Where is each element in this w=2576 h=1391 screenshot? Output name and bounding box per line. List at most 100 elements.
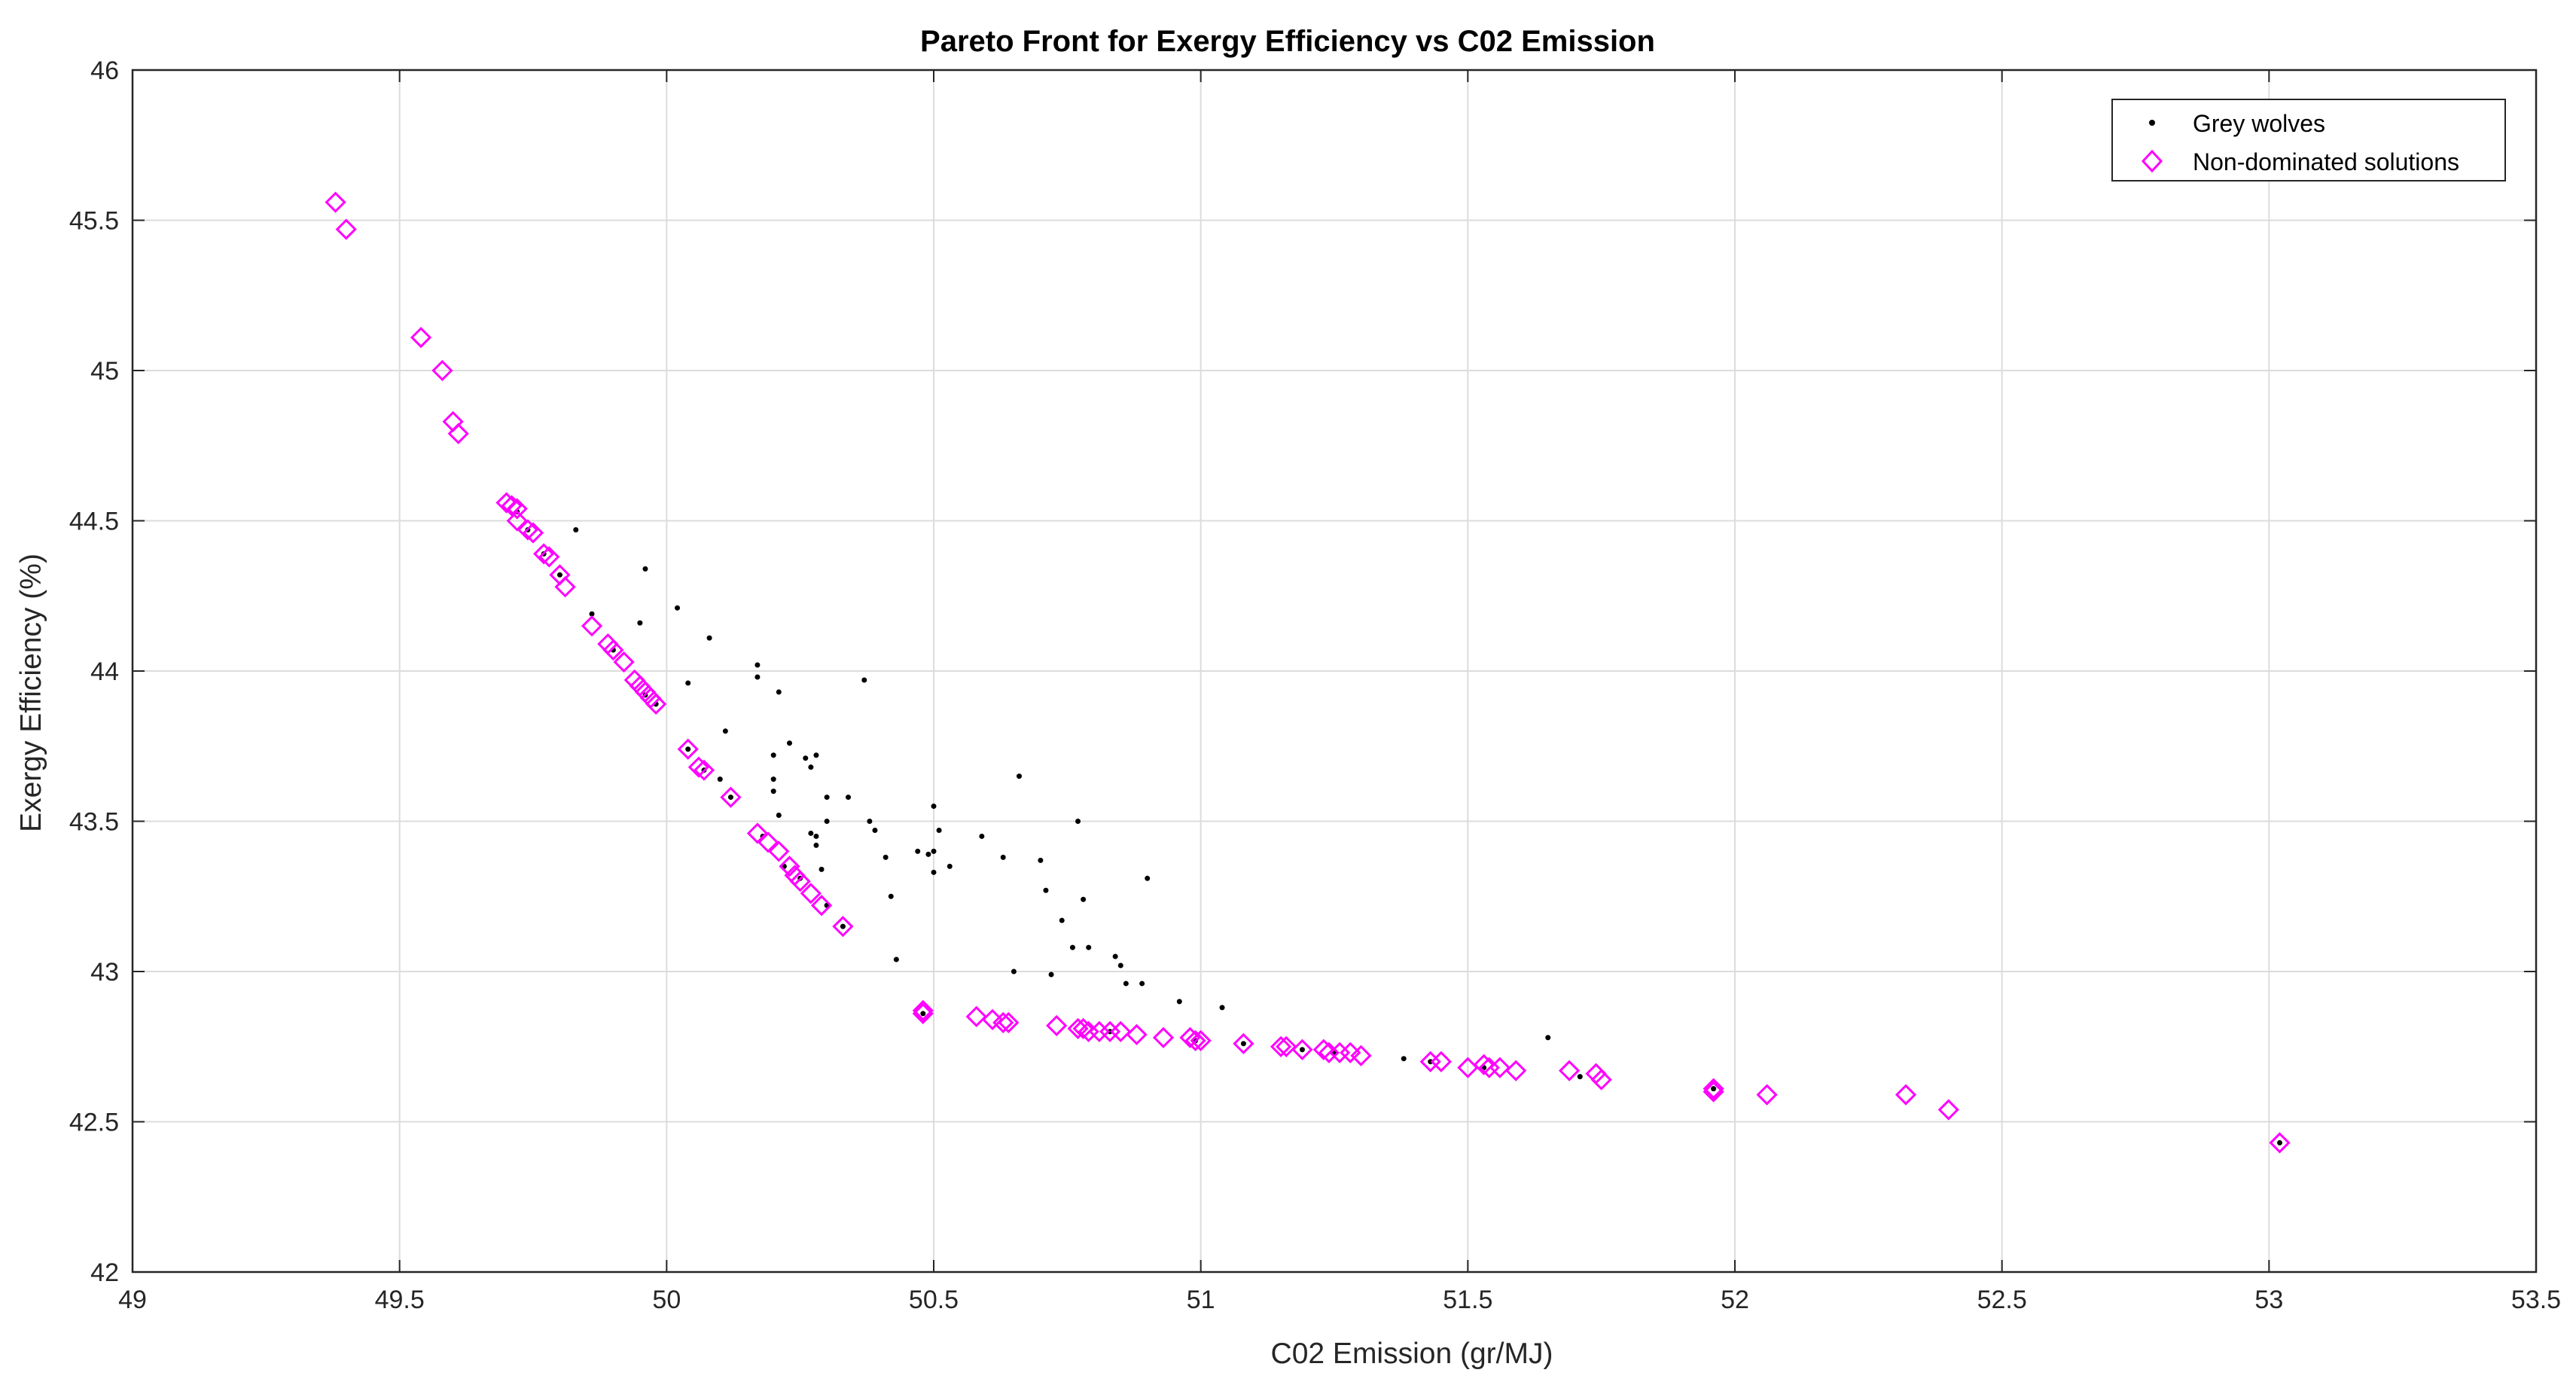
- grey-wolf-point: [770, 752, 776, 758]
- non-dominated-point: [1190, 1030, 1212, 1051]
- y-tick-label: 46: [90, 56, 119, 85]
- x-tick-label: 52: [1721, 1286, 1749, 1314]
- non-dominated-point: [912, 1002, 934, 1024]
- non-dominated-point: [965, 1005, 987, 1027]
- grey-wolf-point: [931, 869, 937, 875]
- grey-wolf-point: [1401, 1056, 1407, 1062]
- grey-wolf-point: [1123, 981, 1129, 987]
- grey-wolf-point: [1219, 1005, 1225, 1011]
- grey-wolf-point: [813, 842, 819, 848]
- non-dominated-point: [1152, 1026, 1175, 1048]
- x-tick-label: 50: [652, 1286, 681, 1314]
- grey-wolf-point: [1081, 896, 1087, 902]
- grey-wolf-point: [813, 752, 819, 758]
- grey-wolf-point: [824, 795, 830, 801]
- non-dominated-point: [1937, 1099, 1959, 1121]
- non-dominated-point: [1276, 1036, 1297, 1057]
- non-dominated-point: [1558, 1060, 1581, 1081]
- grey-wolf-point: [573, 526, 579, 532]
- non-dominated-point: [533, 543, 555, 565]
- grey-wolf-point: [1145, 875, 1151, 881]
- non-dominated-point: [522, 522, 544, 544]
- non-dominated-point: [720, 786, 742, 808]
- grey-wolf-point: [642, 566, 648, 572]
- grey-wolf-point: [776, 813, 782, 819]
- y-tick-label: 43: [90, 958, 119, 987]
- non-dominated-point: [431, 359, 453, 382]
- grey-wolf-point: [786, 740, 792, 746]
- grey-wolf-point: [675, 605, 681, 611]
- x-tick-label: 49.5: [375, 1286, 425, 1314]
- non-dominated-point: [501, 495, 523, 517]
- grey-wolf-point: [727, 795, 733, 801]
- legend-label-non-dominated: Non-dominated solutions: [2193, 148, 2459, 175]
- non-dominated-point: [506, 498, 528, 520]
- non-dominated-point: [613, 651, 635, 673]
- grey-wolf-point: [755, 674, 761, 680]
- x-tick-label: 52.5: [1977, 1286, 2027, 1314]
- non-dominated-point: [1430, 1051, 1452, 1072]
- grey-wolf-point: [1577, 1074, 1583, 1080]
- grey-wolf-point: [819, 866, 825, 872]
- grey-wolf-point: [1139, 981, 1145, 987]
- non-dominated-series: [325, 191, 2291, 1154]
- grey-wolf-point: [813, 833, 819, 839]
- grey-wolf-point: [706, 635, 712, 641]
- grey-wolf-point: [770, 776, 776, 782]
- non-dominated-point: [687, 756, 710, 778]
- grey-wolf-point: [1011, 969, 1017, 975]
- grey-wolf-point: [872, 827, 878, 833]
- y-tick-label: 45: [90, 357, 119, 386]
- non-dominated-point: [746, 822, 769, 844]
- non-dominated-point: [335, 218, 357, 240]
- legend: Grey wolves Non-dominated solutions: [2111, 99, 2506, 182]
- non-dominated-point: [2269, 1132, 2291, 1154]
- y-tick-label: 44.5: [69, 508, 119, 536]
- non-dominated-point: [757, 831, 779, 853]
- grey-wolf-point: [920, 1011, 926, 1017]
- non-dominated-point: [495, 492, 517, 514]
- grey-wolf-point: [883, 854, 889, 860]
- grey-wolf-point: [717, 776, 723, 782]
- non-dominated-point: [768, 840, 790, 862]
- grey-wolf-point: [637, 620, 643, 626]
- grey-wolf-point: [556, 572, 562, 578]
- non-dominated-point: [1312, 1039, 1334, 1060]
- grey-wolf-point: [1059, 917, 1065, 923]
- grey-wolf-point: [1711, 1086, 1717, 1092]
- grey-wolf-point: [1240, 1041, 1246, 1047]
- grey-wolf-point: [2277, 1139, 2283, 1145]
- non-dominated-point: [325, 191, 346, 213]
- non-dominated-point: [1703, 1081, 1724, 1103]
- non-dominated-point: [447, 422, 469, 444]
- grey-wolf-point: [1299, 1047, 1305, 1053]
- non-dominated-point: [789, 871, 811, 892]
- y-tick-label: 42.5: [69, 1109, 119, 1137]
- grey-wolf-point: [589, 611, 595, 617]
- chart-title: Pareto Front for Exergy Efficiency vs C0…: [920, 25, 1655, 58]
- grey-wolf-point: [893, 956, 899, 962]
- non-dominated-point: [810, 895, 833, 917]
- non-dominated-point: [677, 738, 699, 760]
- non-dominated-point: [538, 546, 560, 568]
- grey-wolf-point: [1000, 854, 1006, 860]
- non-dominated-point: [832, 916, 854, 938]
- non-dominated-point: [998, 1011, 1020, 1033]
- grey-wolf-point: [1117, 962, 1123, 969]
- x-tick-label: 51.5: [1443, 1286, 1492, 1314]
- grey-wolf-point: [1038, 857, 1044, 863]
- grey-wolf-point: [979, 833, 985, 839]
- non-dominated-point: [1756, 1084, 1778, 1106]
- grey-wolf-point: [1112, 953, 1118, 959]
- y-tick-label: 43.5: [69, 808, 119, 837]
- non-dominated-point: [1067, 1017, 1089, 1039]
- grey-wolf-point: [925, 851, 931, 857]
- non-dominated-point: [800, 883, 822, 904]
- non-dominated-point: [912, 999, 934, 1021]
- grey-wolf-point: [685, 680, 691, 686]
- non-dominated-point: [1110, 1020, 1132, 1042]
- grey-wolf-point: [1086, 944, 1092, 950]
- legend-wolves-marker: [2149, 120, 2155, 126]
- grey-wolf-point: [755, 662, 761, 668]
